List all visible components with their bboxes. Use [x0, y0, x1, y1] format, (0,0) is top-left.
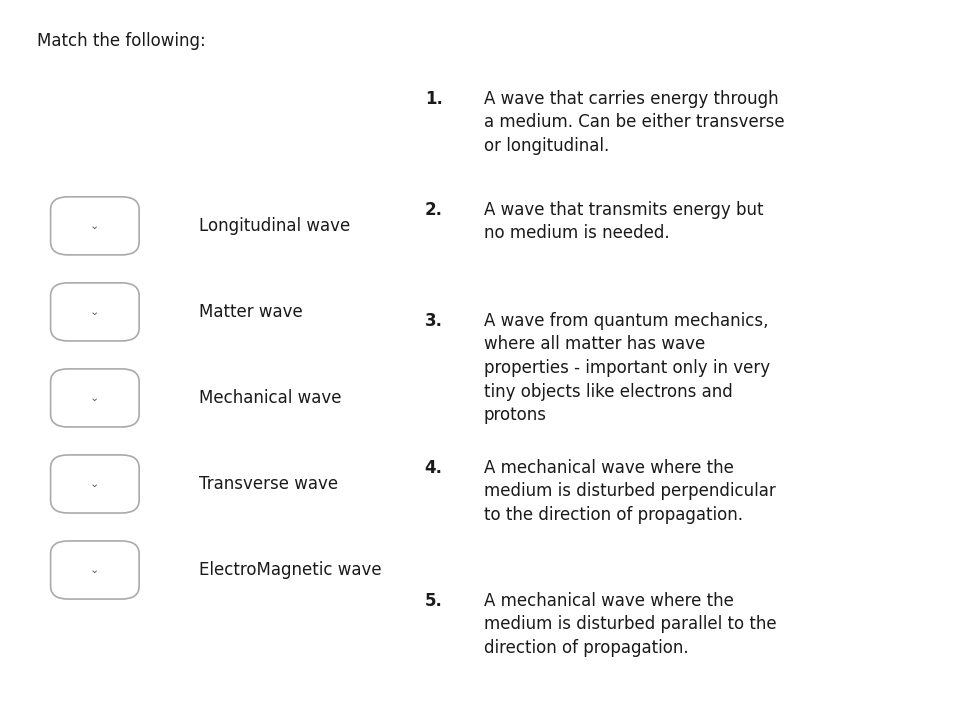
Text: Transverse wave: Transverse wave [199, 475, 339, 493]
Text: ⌄: ⌄ [90, 307, 99, 317]
Text: 2.: 2. [425, 201, 443, 219]
FancyBboxPatch shape [51, 369, 139, 427]
Text: 5.: 5. [425, 592, 443, 609]
FancyBboxPatch shape [51, 283, 139, 341]
Text: Longitudinal wave: Longitudinal wave [199, 217, 350, 235]
Text: A mechanical wave where the
medium is disturbed parallel to the
direction of pro: A mechanical wave where the medium is di… [484, 592, 776, 657]
Text: A mechanical wave where the
medium is disturbed perpendicular
to the direction o: A mechanical wave where the medium is di… [484, 459, 775, 524]
Text: ⌄: ⌄ [90, 393, 99, 403]
FancyBboxPatch shape [51, 197, 139, 255]
Text: A wave from quantum mechanics,
where all matter has wave
properties - important : A wave from quantum mechanics, where all… [484, 312, 770, 424]
FancyBboxPatch shape [51, 541, 139, 599]
Text: A wave that transmits energy but
no medium is needed.: A wave that transmits energy but no medi… [484, 201, 763, 242]
Text: ⌄: ⌄ [90, 565, 99, 575]
Text: ⌄: ⌄ [90, 479, 99, 489]
Text: Matter wave: Matter wave [199, 303, 304, 321]
Text: 1.: 1. [425, 90, 443, 108]
FancyBboxPatch shape [51, 455, 139, 513]
Text: ⌄: ⌄ [90, 221, 99, 231]
Text: Mechanical wave: Mechanical wave [199, 389, 342, 407]
Text: A wave that carries energy through
a medium. Can be either transverse
or longitu: A wave that carries energy through a med… [484, 90, 784, 155]
Text: 3.: 3. [425, 312, 443, 330]
Text: 4.: 4. [425, 459, 443, 477]
Text: ElectroMagnetic wave: ElectroMagnetic wave [199, 561, 382, 579]
Text: Match the following:: Match the following: [37, 32, 205, 50]
